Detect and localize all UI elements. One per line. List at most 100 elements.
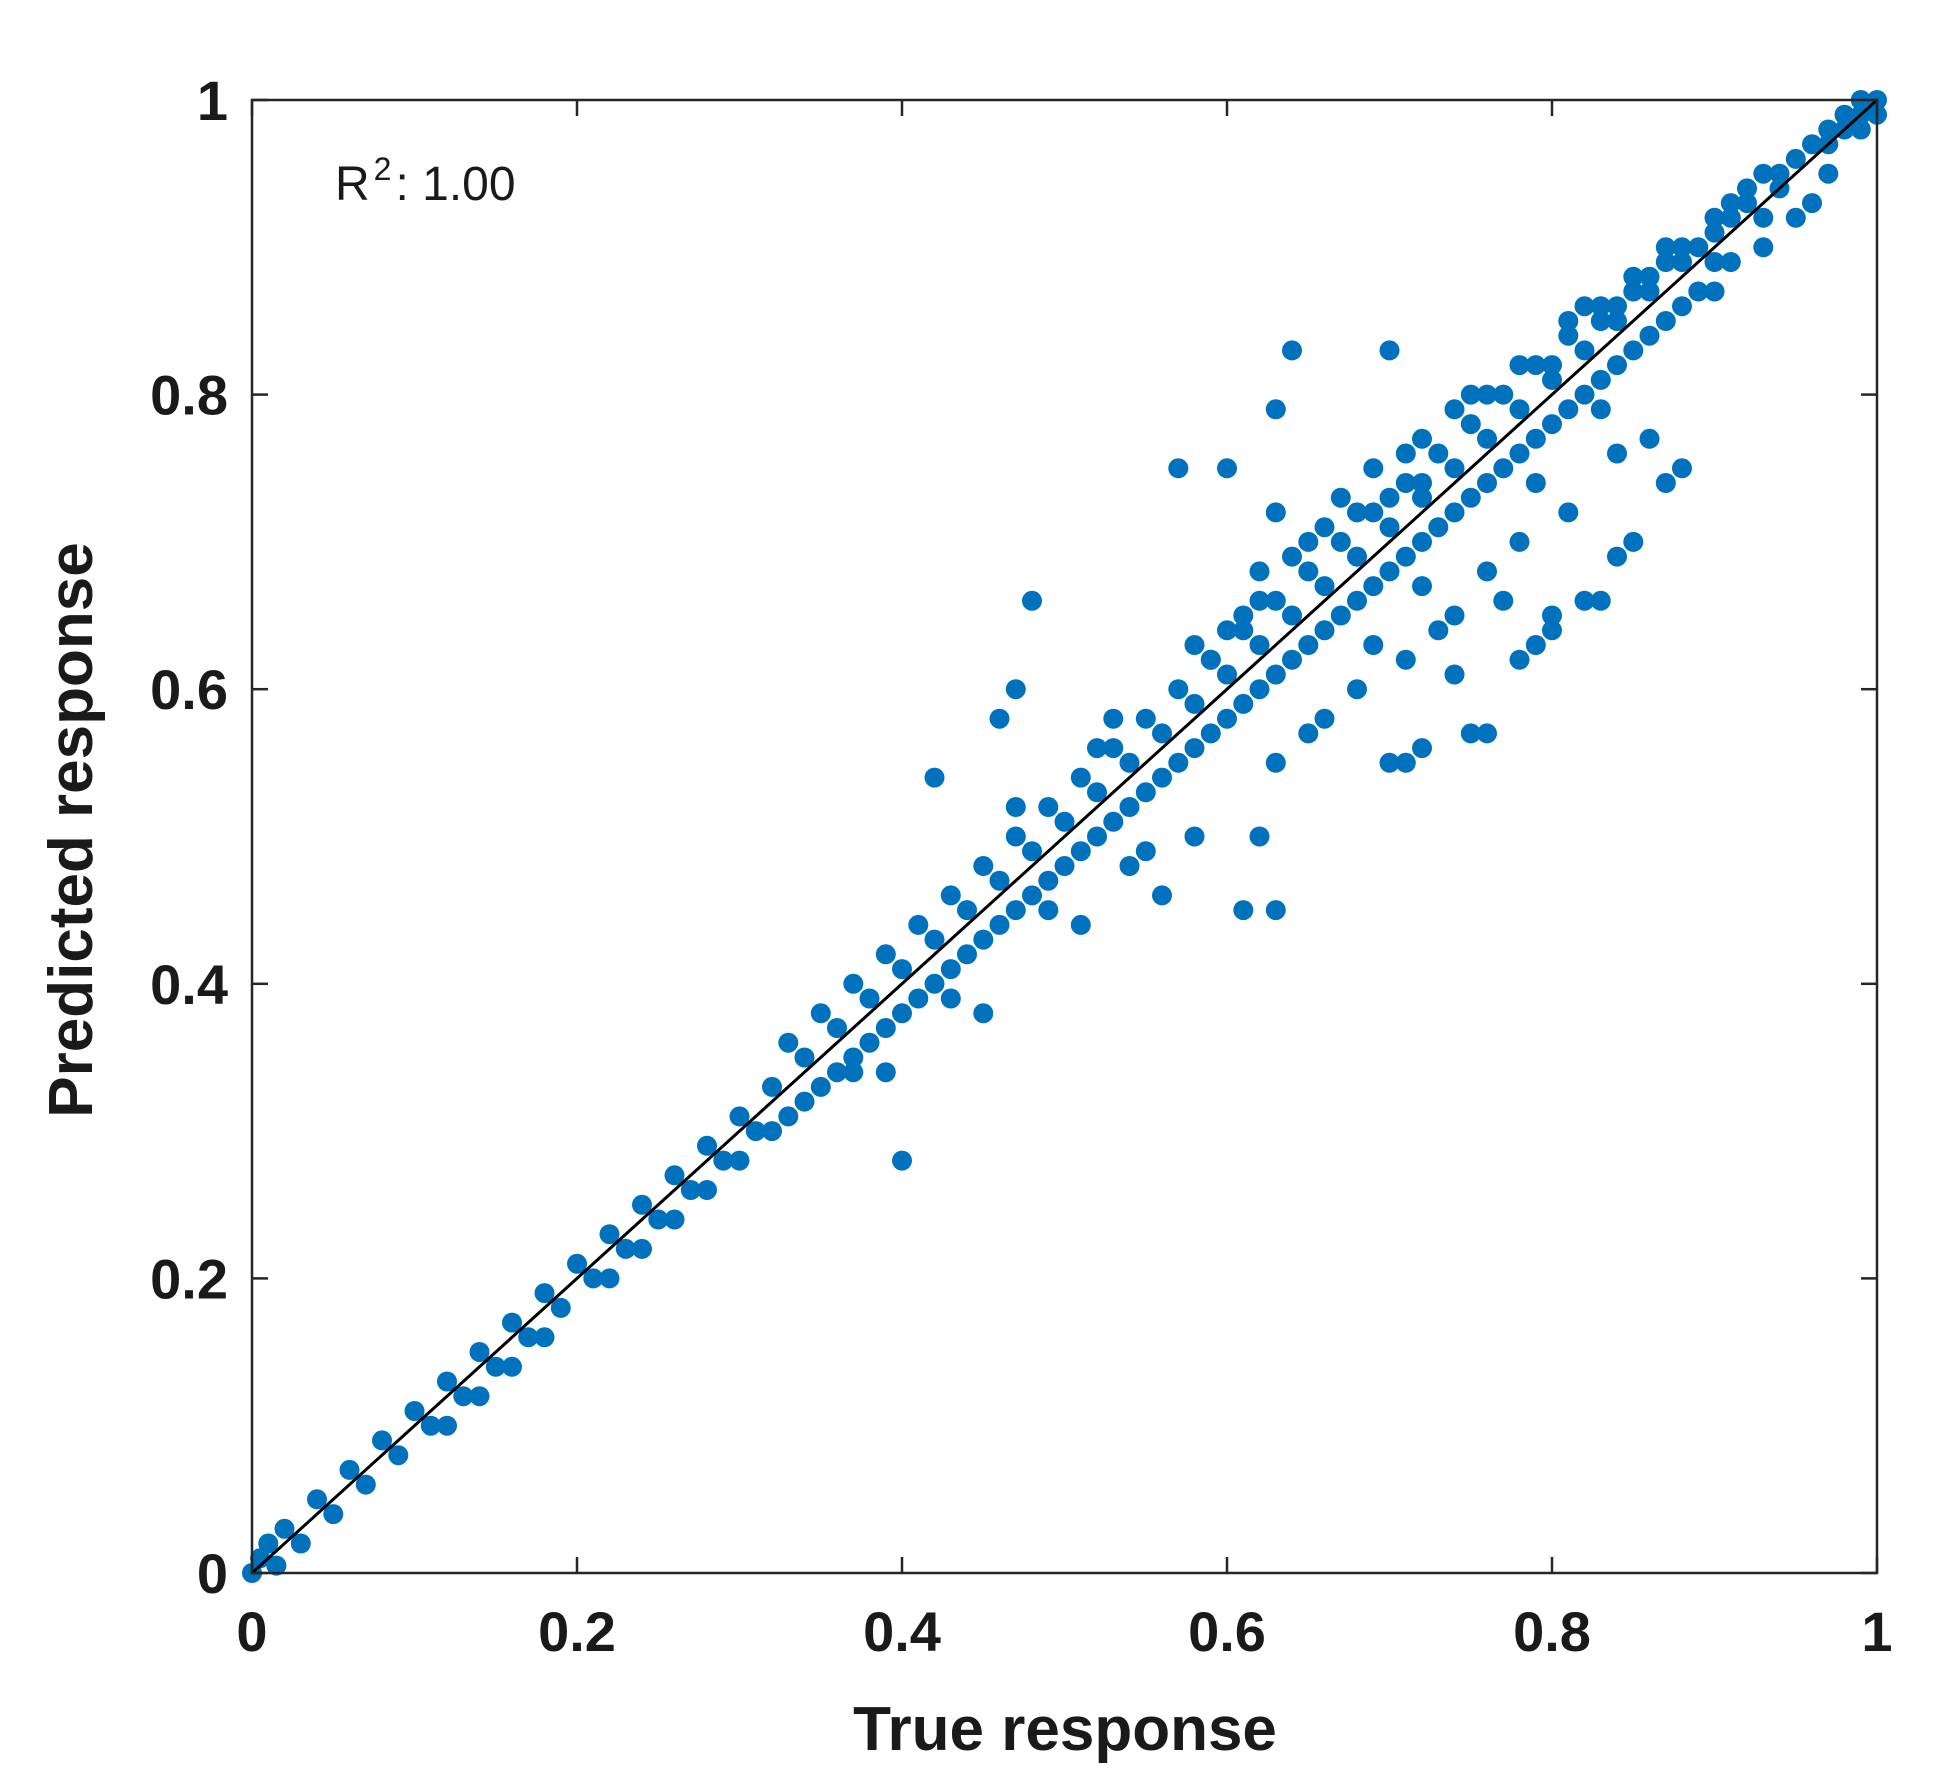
data-point	[989, 708, 1010, 729]
data-point	[1379, 752, 1400, 773]
data-point	[859, 1032, 880, 1053]
data-point	[339, 1459, 360, 1480]
data-point	[1168, 458, 1189, 479]
data-point	[1249, 590, 1270, 611]
data-point	[827, 1062, 847, 1083]
data-point	[1233, 605, 1254, 626]
data-point	[957, 900, 977, 921]
data-point	[502, 1312, 522, 1333]
data-point	[1590, 399, 1611, 420]
data-point	[1477, 723, 1497, 744]
data-point	[957, 944, 977, 965]
data-point	[1395, 546, 1416, 567]
data-point	[810, 1003, 831, 1024]
data-point	[892, 959, 912, 980]
data-point	[404, 1401, 425, 1421]
data-point	[1558, 399, 1579, 420]
data-point	[1265, 590, 1286, 611]
data-point	[697, 1135, 717, 1156]
data-point	[892, 1003, 912, 1024]
r-squared-superscript: 2	[374, 151, 392, 187]
data-point	[1542, 605, 1562, 626]
data-point	[1460, 723, 1481, 744]
data-point	[1265, 664, 1286, 685]
data-point	[680, 1180, 701, 1200]
axis-ticks	[250, 98, 1879, 1575]
data-point	[1720, 193, 1741, 214]
data-point	[697, 1180, 717, 1200]
data-point	[1217, 708, 1237, 729]
data-point	[648, 1209, 669, 1230]
data-point	[1217, 620, 1237, 641]
data-point	[1477, 384, 1497, 405]
data-point	[567, 1253, 587, 1274]
x-tick-label: 0	[236, 1600, 267, 1663]
data-point	[1574, 384, 1595, 405]
data-point	[778, 1032, 799, 1053]
y-axis-title: Predicted response	[37, 542, 106, 1117]
data-point	[1590, 590, 1611, 611]
data-point	[1460, 414, 1481, 435]
data-point	[1005, 797, 1026, 817]
data-point	[1038, 797, 1059, 817]
data-point	[1200, 723, 1221, 744]
data-point	[1704, 207, 1725, 228]
x-tick-label: 1	[1861, 1600, 1892, 1663]
data-point	[250, 1548, 271, 1569]
data-point	[1249, 561, 1270, 582]
data-point	[1607, 546, 1627, 567]
data-point	[1233, 693, 1254, 714]
data-point	[1412, 428, 1432, 449]
y-tick-label: 0.6	[150, 658, 228, 721]
y-tick-label: 0.8	[150, 364, 228, 427]
data-point	[1623, 266, 1644, 287]
data-point	[258, 1533, 279, 1554]
data-point	[632, 1238, 652, 1259]
data-point	[1542, 355, 1562, 376]
data-point	[1704, 222, 1725, 243]
data-point	[1525, 635, 1546, 655]
data-point	[1509, 649, 1530, 670]
data-point	[1233, 620, 1254, 641]
data-point	[810, 1076, 831, 1097]
data-point	[1282, 649, 1302, 670]
data-point	[1152, 767, 1172, 788]
data-point	[1460, 487, 1481, 508]
data-points	[242, 90, 1887, 1583]
y-tick-label: 1	[197, 69, 228, 132]
data-point	[1022, 841, 1042, 862]
data-point	[1672, 252, 1692, 272]
data-point	[1022, 590, 1042, 611]
data-point	[1265, 752, 1286, 773]
data-point	[1233, 900, 1254, 921]
data-point	[940, 885, 961, 906]
data-point	[1477, 428, 1497, 449]
data-point	[1103, 811, 1124, 832]
x-tick-label: 0.8	[1513, 1600, 1591, 1663]
data-point	[1558, 311, 1579, 331]
data-point	[1379, 487, 1400, 508]
data-point	[1038, 870, 1059, 891]
r-squared-value: : 1.00	[395, 158, 515, 211]
data-point	[1655, 252, 1676, 272]
data-point	[1103, 738, 1124, 759]
data-point	[1753, 237, 1774, 258]
data-point	[550, 1297, 571, 1318]
data-point	[1330, 487, 1351, 508]
data-point	[1249, 635, 1270, 655]
data-point	[1655, 473, 1676, 493]
data-point	[1168, 752, 1189, 773]
reference-line	[250, 98, 1879, 1575]
data-point	[1850, 119, 1871, 140]
data-point	[1818, 163, 1839, 184]
data-point	[1347, 590, 1367, 611]
data-point	[1558, 325, 1579, 346]
data-point	[1379, 340, 1400, 361]
data-point	[1444, 399, 1465, 420]
data-point	[1054, 811, 1075, 832]
data-point	[762, 1076, 782, 1097]
data-point	[1168, 679, 1189, 700]
data-point	[1623, 531, 1644, 552]
data-point	[729, 1106, 750, 1127]
data-point	[1493, 458, 1514, 479]
